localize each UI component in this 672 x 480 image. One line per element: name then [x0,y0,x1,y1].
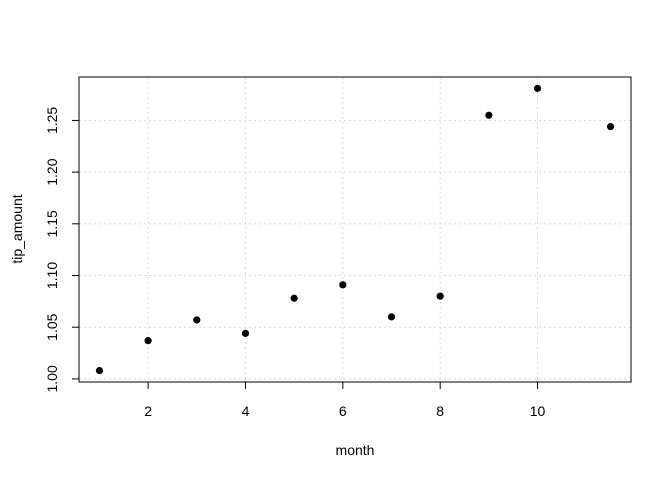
point [485,111,493,119]
x-tick-label: 4 [242,403,250,419]
point [339,281,347,289]
point [606,123,615,131]
point [144,337,152,345]
x-tick-label: 8 [436,403,444,419]
point [95,367,104,375]
point [193,316,201,324]
point [436,292,444,300]
x-tick-label: 10 [530,403,546,419]
plot-frame [78,76,632,383]
y-tick-label: 1.15 [44,210,60,237]
x-axis-label: month [336,442,375,458]
y-axis-label: tip_amount [9,194,25,263]
y-tick-label: 1.00 [44,365,60,392]
point [533,84,542,92]
y-tick-label: 1.25 [44,107,60,134]
y-tick-label: 1.10 [44,262,60,289]
point [290,294,298,302]
x-tick-label: 6 [339,403,347,419]
point [241,329,250,338]
x-tick-label: 2 [144,403,152,419]
point [387,313,396,321]
y-tick-label: 1.05 [44,313,60,340]
y-tick-label: 1.20 [44,158,60,185]
